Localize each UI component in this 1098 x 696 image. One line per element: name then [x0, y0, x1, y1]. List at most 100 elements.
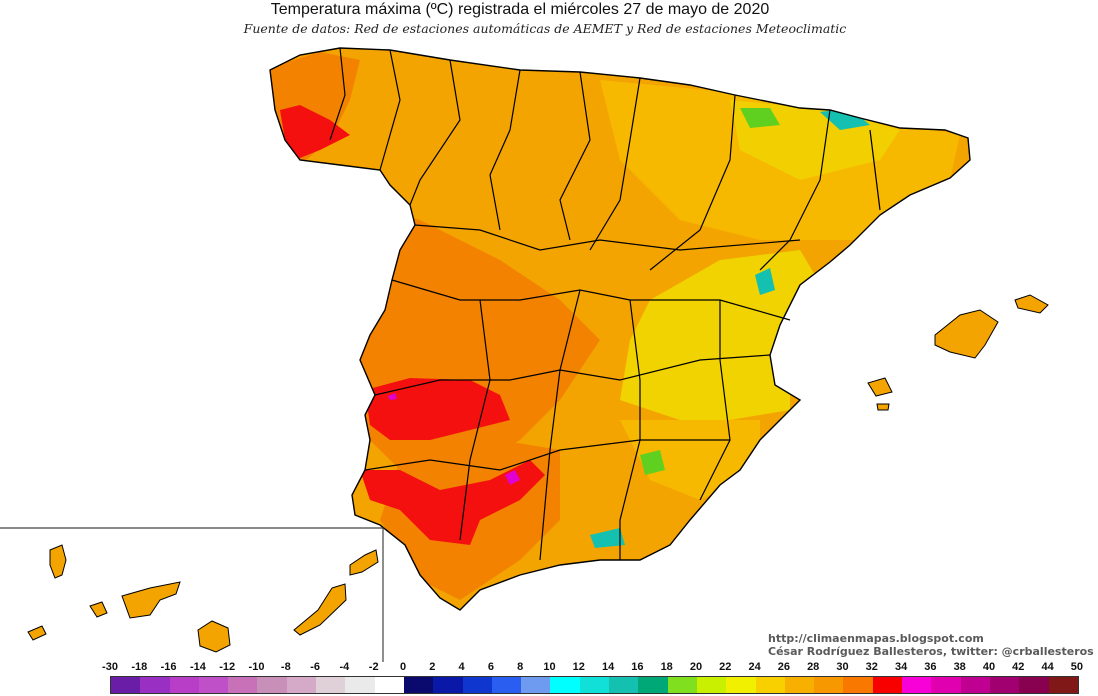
island-menorca	[1014, 294, 1049, 314]
legend-swatch	[638, 677, 668, 693]
canary-inset-frame	[0, 527, 384, 662]
cyan-spot-sierra-nevada	[590, 528, 625, 548]
legend-tick-label: 4	[458, 661, 465, 673]
legend-swatch	[843, 677, 873, 693]
legend-swatch	[726, 677, 756, 693]
legend-swatch	[609, 677, 639, 693]
legend-tick-label: 8	[517, 661, 524, 673]
red-zone-galicia	[280, 105, 350, 160]
legend-tick-label: 50	[1070, 661, 1084, 673]
legend-swatch	[374, 677, 404, 693]
legend-swatch	[111, 677, 141, 693]
legend-swatch	[286, 677, 317, 693]
island-la-palma	[49, 544, 67, 579]
legend-tick-label: 30	[836, 661, 849, 673]
legend-tick-label: 42	[1012, 661, 1025, 673]
legend-swatch	[902, 677, 932, 693]
legend-swatch	[667, 677, 697, 693]
legend-tick-label: 14	[601, 661, 615, 673]
cyan-spot-pyrenees	[820, 108, 870, 130]
red-zone-extremadura	[365, 378, 510, 440]
legend-swatch	[1019, 677, 1049, 693]
island-el-hierro	[27, 625, 47, 641]
legend-tick-label: 22	[719, 661, 732, 673]
legend-tick-label: 28	[807, 661, 820, 673]
legend-tick-label: -12	[219, 661, 236, 673]
island-formentera	[876, 403, 890, 411]
green-spot-cantabria	[740, 108, 780, 128]
legend-swatch	[872, 677, 903, 693]
legend-tick-label: -30	[102, 661, 118, 673]
legend-tick-label: 40	[982, 661, 996, 673]
legend-tick-label: -6	[310, 661, 320, 673]
legend-tick-label: 38	[953, 661, 966, 673]
legend-swatch	[345, 677, 375, 693]
legend-tick-label: 44	[1041, 661, 1054, 673]
legend-swatch	[579, 677, 610, 693]
legend-tick-label: 26	[777, 661, 791, 673]
island-mallorca	[934, 309, 999, 359]
map-subtitle: Fuente de datos: Red de estaciones autom…	[243, 21, 847, 36]
legend-tick-label: 12	[572, 661, 585, 673]
legend-swatch	[814, 677, 844, 693]
legend-swatch	[989, 677, 1020, 693]
legend-swatch	[169, 677, 199, 693]
legend-swatch	[784, 677, 815, 693]
province-borders	[329, 47, 881, 561]
legend-tick-label: 2	[429, 661, 436, 673]
island-gran-canaria	[197, 620, 231, 653]
legend-swatch	[755, 677, 785, 693]
legend-tick-label: 34	[894, 661, 908, 673]
map-title: Temperatura máxima (ºC) registrada el mi…	[270, 1, 770, 18]
island-fuerteventura	[293, 583, 347, 636]
magenta-hotspot-1	[388, 393, 397, 400]
legend-swatch	[403, 677, 434, 693]
legend-swatch	[198, 677, 229, 693]
island-la-gomera	[89, 601, 108, 618]
legend-swatch	[491, 677, 522, 693]
legend-swatch	[1048, 677, 1078, 693]
legend-tick-label: 6	[487, 661, 494, 673]
credit-author: César Rodríguez Ballesteros, twitter: @c…	[768, 645, 1094, 658]
legend-swatch	[433, 677, 463, 693]
red-zone-guadalquivir	[360, 460, 545, 545]
legend-labels: -30 -18 -16 -14 -12 -10 -8 -6 -4 -2 0 2 4 6 8 10 12 14 16 1…	[96, 661, 1096, 675]
credit-url[interactable]: http://climaenmapas.blogspot.com	[768, 632, 984, 645]
legend-tick-label: -8	[280, 661, 291, 673]
balearic-islands	[867, 294, 1049, 411]
legend-swatch	[462, 677, 492, 693]
legend-swatch	[696, 677, 727, 693]
peninsula-outline	[269, 47, 971, 611]
legend-tick-label: 18	[660, 661, 673, 673]
cyan-spot-iberico	[755, 268, 775, 295]
legend-swatch	[228, 677, 258, 693]
color-legend	[110, 676, 1079, 694]
legend-swatch	[550, 677, 580, 693]
island-tenerife	[121, 581, 181, 619]
canary-islands	[27, 544, 379, 653]
legend-tick-label: -4	[339, 661, 350, 673]
island-lanzarote	[349, 549, 379, 576]
legend-swatch	[960, 677, 990, 693]
legend-tick-label: -10	[248, 661, 265, 673]
legend-tick-label: 0	[399, 661, 407, 673]
green-spot-segura	[640, 450, 665, 475]
magenta-hotspot-2	[505, 470, 520, 485]
legend-tick-label: 16	[631, 661, 644, 673]
legend-tick-label: -14	[189, 661, 206, 673]
legend-tick-label: 32	[865, 661, 878, 673]
legend-tick-label: 20	[689, 661, 703, 673]
legend-swatch	[140, 677, 170, 693]
legend-swatch	[521, 677, 551, 693]
legend-tick-label: 24	[748, 661, 761, 673]
legend-swatch	[316, 677, 346, 693]
legend-swatch	[257, 677, 287, 693]
legend-swatch	[931, 677, 961, 693]
legend-tick-label: 36	[924, 661, 937, 673]
legend-tick-label: -2	[368, 661, 379, 673]
island-ibiza	[867, 377, 893, 397]
legend-tick-label: -16	[160, 661, 177, 673]
legend-tick-label: 10	[543, 661, 556, 673]
legend-tick-label: -18	[131, 661, 148, 673]
